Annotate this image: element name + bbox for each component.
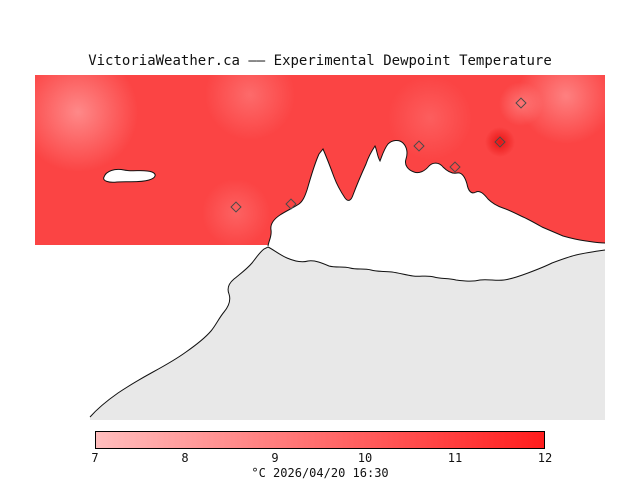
colorbar-gradient	[95, 431, 545, 449]
olympic-coastline	[89, 246, 606, 418]
olympic-land	[90, 247, 605, 420]
dewpoint-field-variations	[35, 75, 605, 245]
colorbar-ticks: 7 8 9 10 11 12	[91, 451, 553, 465]
colorbar: 7 8 9 10 11 12 °C 2026/04/20 16:30	[91, 431, 553, 480]
timestamp: 2026/04/20 16:30	[273, 466, 389, 480]
page-title: VictoriaWeather.ca —— Experimental Dewpo…	[88, 53, 552, 69]
victoria-coastline	[267, 140, 606, 247]
island	[103, 168, 156, 183]
victoria-land	[268, 140, 605, 246]
units-label: °C	[251, 466, 266, 480]
timestamp-caption: °C 2026/04/20 16:30	[95, 466, 545, 480]
